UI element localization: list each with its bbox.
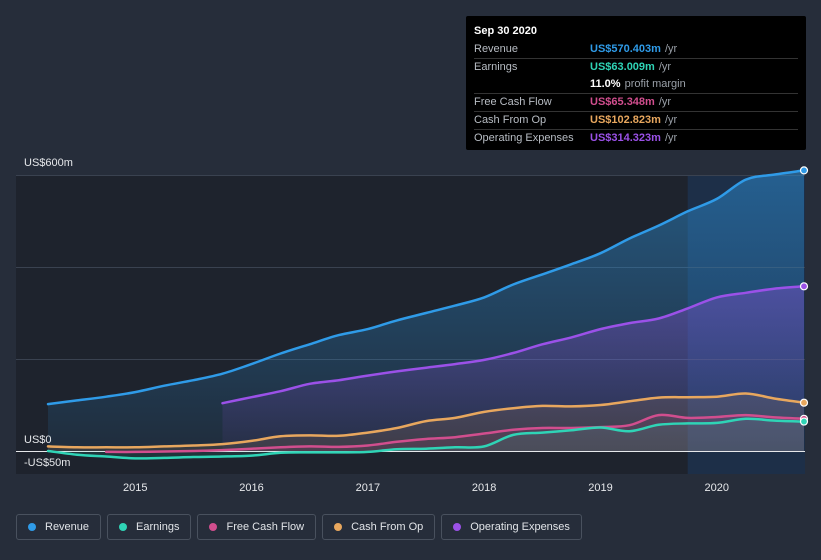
operating-expenses-line [221, 285, 806, 405]
tooltip-unit: profit margin [624, 78, 686, 90]
free-cash-flow-area [106, 414, 804, 452]
legend-label: Earnings [136, 521, 180, 533]
tooltip-row-revenue: Revenue US$570.403m /yr [474, 41, 798, 58]
legend-item-earnings[interactable]: Earnings [107, 514, 192, 540]
legend-label: Cash From Op [351, 521, 424, 533]
x-tick-label: 2019 [588, 482, 612, 494]
tooltip-label [474, 76, 590, 93]
operating-expenses-endpoint [799, 282, 809, 291]
tooltip-value: US$102.823m [590, 114, 661, 126]
free-cash-flow-line [104, 413, 806, 454]
revenue-dot-icon [28, 523, 36, 531]
x-tick-label: 2015 [123, 482, 147, 494]
x-tick-label: 2017 [356, 482, 380, 494]
tooltip-date: Sep 30 2020 [474, 25, 537, 37]
legend-label: Free Cash Flow [226, 521, 305, 533]
free-cash-flow-dot-icon [209, 523, 218, 531]
y-axis-top-label: US$600m [24, 157, 73, 169]
tooltip: Sep 30 2020 Revenue US$570.403m /yr Earn… [466, 16, 806, 150]
legend: Revenue Earnings Free Cash Flow Cash Fro… [16, 514, 588, 540]
x-tick-label: 2018 [472, 482, 496, 494]
cash-from-op-line [46, 392, 806, 449]
tooltip-value: 11.0% [590, 78, 621, 90]
cash-from-op-dot-icon [334, 523, 343, 531]
revenue-line [46, 169, 806, 406]
operating-expenses-area [222, 286, 804, 451]
tooltip-row-fcf: Free Cash Flow US$65.348m /yr [474, 93, 798, 111]
earnings-endpoint [799, 417, 809, 426]
tooltip-row-cfo: Cash From Op US$102.823m /yr [474, 111, 798, 129]
tooltip-label: Free Cash Flow [474, 96, 552, 108]
tooltip-label: Cash From Op [474, 114, 547, 126]
tooltip-row-margin: 11.0% profit margin [474, 76, 798, 93]
y-axis-bottom-label: -US$50m [24, 457, 70, 469]
legend-label: Operating Expenses [470, 521, 570, 533]
tooltip-unit: /yr [664, 43, 678, 55]
tooltip-label: Operating Expenses [474, 132, 574, 144]
legend-item-operating-expenses[interactable]: Operating Expenses [441, 514, 582, 540]
tooltip-value: US$65.348m [590, 96, 655, 108]
legend-label: Revenue [45, 521, 90, 533]
earnings-line [46, 417, 806, 460]
tooltip-value: US$314.323m [590, 132, 661, 144]
tooltip-row-opex: Operating Expenses US$314.323m /yr [474, 129, 798, 147]
tooltip-label: Revenue [474, 43, 519, 55]
tooltip-unit: /yr [658, 96, 672, 108]
y-axis-zero-label: US$0 [24, 434, 52, 446]
tooltip-unit: /yr [658, 61, 672, 73]
cash-from-op-endpoint [799, 398, 809, 407]
legend-item-revenue[interactable]: Revenue [16, 514, 102, 540]
legend-item-free-cash-flow[interactable]: Free Cash Flow [197, 514, 317, 540]
earnings-dot-icon [119, 523, 128, 531]
tooltip-value: US$63.009m [590, 61, 655, 73]
x-tick-label: 2020 [705, 482, 729, 494]
x-tick-label: 2016 [239, 482, 263, 494]
revenue-endpoint [799, 166, 809, 175]
legend-item-cash-from-op[interactable]: Cash From Op [322, 514, 436, 540]
tooltip-unit: /yr [664, 132, 678, 144]
operating-expenses-dot-icon [453, 523, 462, 531]
tooltip-value: US$570.403m [590, 43, 661, 55]
tooltip-row-earnings: Earnings US$63.009m /yr [474, 58, 798, 76]
tooltip-label: Earnings [474, 61, 518, 73]
earnings-area [48, 418, 804, 459]
tooltip-unit: /yr [664, 114, 678, 126]
